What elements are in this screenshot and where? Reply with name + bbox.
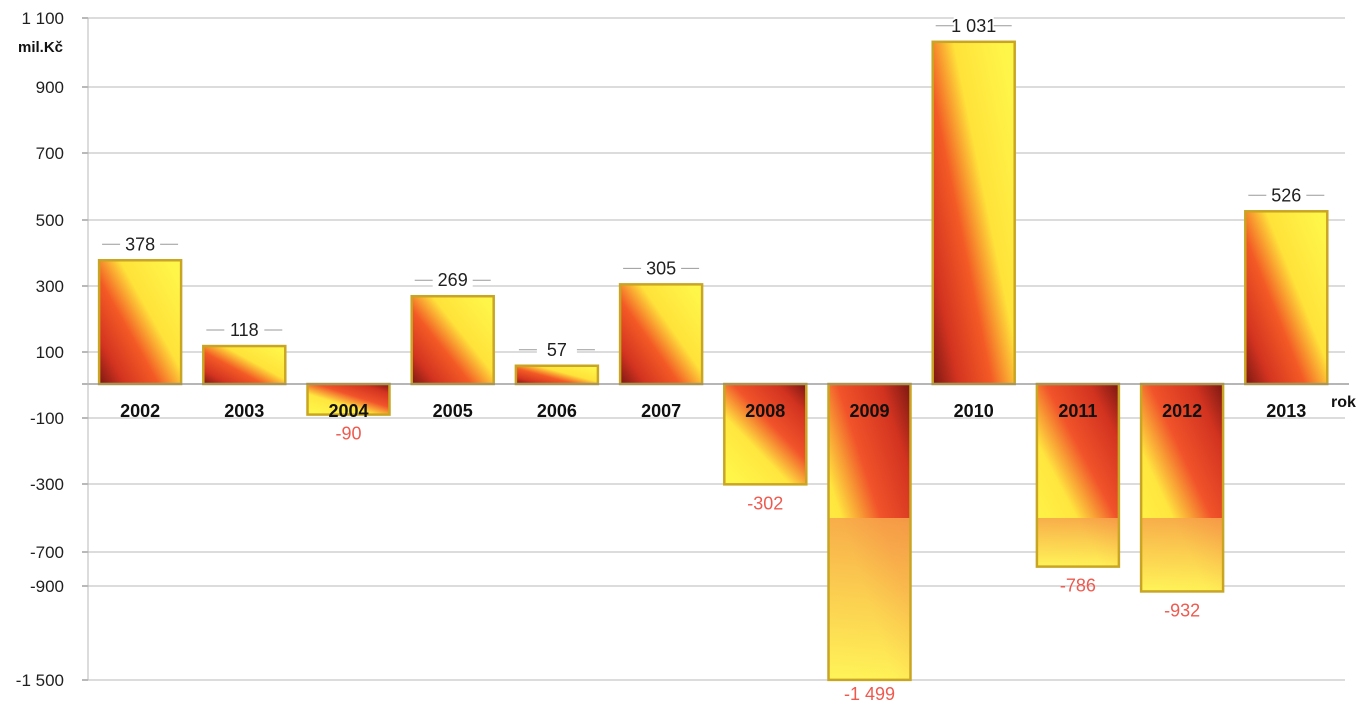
bar	[514, 364, 600, 386]
grid-lines	[82, 17, 1345, 681]
bar-fill	[411, 296, 494, 384]
bar	[723, 382, 808, 486]
bar-lower-band	[1141, 518, 1224, 592]
y-tick-label: 700	[36, 144, 64, 163]
y-tick-label: 100	[36, 343, 64, 362]
y-tick-label: 300	[36, 277, 64, 296]
bar-lower-band	[1036, 518, 1119, 567]
bar	[306, 382, 391, 416]
value-label: -932	[1164, 600, 1200, 620]
value-label: -786	[1060, 576, 1096, 596]
value-label-bg	[224, 319, 265, 341]
bar	[931, 40, 1016, 386]
bar-fill	[203, 346, 286, 384]
value-label-bg	[120, 233, 161, 255]
bar-fill	[1245, 211, 1328, 384]
y-axis-unit-label: mil.Kč	[18, 39, 63, 56]
bar-fill	[932, 41, 1015, 385]
x-axis-unit-label: rok	[1331, 394, 1356, 411]
value-label: 118	[230, 320, 259, 340]
category-label: 2009	[849, 401, 889, 421]
bar	[1244, 210, 1329, 386]
value-label-bg	[1266, 184, 1307, 206]
y-tick-label: 500	[36, 211, 64, 230]
bar	[202, 344, 287, 386]
bar	[97, 259, 183, 386]
bar	[1139, 382, 1225, 593]
bar	[618, 283, 704, 386]
category-label: 2011	[1058, 401, 1097, 421]
y-tick-label: 1 100	[21, 9, 64, 28]
bar	[827, 382, 912, 682]
value-label: 378	[125, 234, 155, 254]
y-tick-label: -700	[30, 543, 64, 562]
x-axis	[82, 18, 1349, 680]
y-axis-ticks: 1 100 900 700 500 300 100 -100 -300 -700 -900 -1 5…	[16, 9, 64, 690]
category-label: 2008	[745, 401, 785, 421]
bar-lower-band	[828, 518, 911, 680]
y-tick-label: 900	[36, 78, 64, 97]
value-label: -90	[335, 424, 361, 444]
bar-fill	[99, 260, 182, 384]
value-label: -1 499	[844, 684, 895, 704]
bar-fill	[307, 384, 390, 415]
y-tick-label: -300	[30, 475, 64, 494]
value-label-bg	[536, 338, 577, 360]
value-label-bg	[641, 257, 682, 279]
value-label: 305	[646, 258, 676, 278]
value-label: -302	[747, 493, 783, 513]
bar	[410, 294, 495, 386]
y-tick-label: -1 500	[16, 671, 64, 690]
y-tick-label: -900	[30, 577, 64, 596]
value-label-bg	[953, 14, 994, 36]
value-label-bg	[432, 269, 473, 291]
category-label: 2002	[120, 401, 160, 421]
value-label: 1 031	[951, 16, 996, 36]
value-label: 526	[1271, 185, 1301, 205]
y-tick-label: -100	[30, 409, 64, 428]
category-label: 2013	[1266, 401, 1306, 421]
bars	[97, 40, 1329, 682]
value-label: 57	[547, 340, 567, 360]
value-labels: 378 118 -90 269 57 305 -302 -1 499 1 031 -786 -932…	[102, 14, 1325, 704]
category-label: 2005	[433, 401, 473, 421]
category-labels: 2002 2003 2004 2005 2006 2007 2008 2009 2010 2011…	[120, 401, 1306, 421]
bar-fill	[515, 365, 598, 384]
category-label: 2006	[537, 401, 577, 421]
category-label: 2004	[328, 401, 368, 421]
category-label: 2007	[641, 401, 681, 421]
category-label: 2003	[224, 401, 264, 421]
category-label: 2010	[954, 401, 994, 421]
bar-fill	[620, 284, 703, 384]
value-label: 269	[438, 270, 468, 290]
bar-fill	[724, 384, 807, 485]
category-label: 2012	[1162, 401, 1202, 421]
